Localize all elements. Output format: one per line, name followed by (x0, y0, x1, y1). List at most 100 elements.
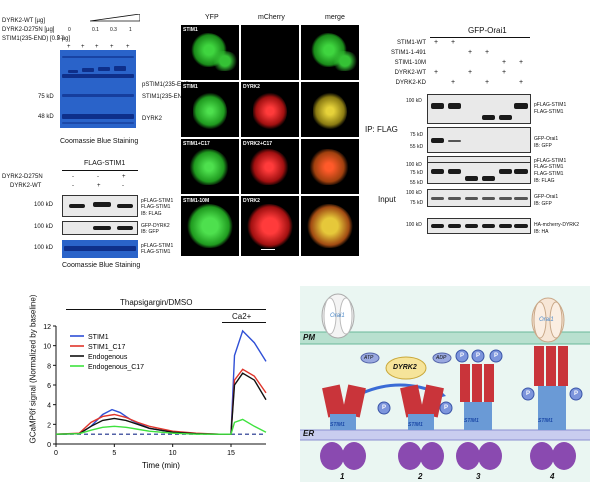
y-tick-label: 0 (47, 442, 51, 449)
condition-sign: + (450, 39, 456, 46)
p-label: P (444, 405, 449, 411)
blot-ip-gfp (427, 127, 531, 153)
panel-b-header: FLAG-STIM1 (84, 160, 126, 167)
ca-rule (222, 322, 266, 323)
blot-label: FLAG-STIM1 (534, 109, 564, 115)
label-wt: DYRK2-WT (10, 183, 42, 189)
condition-label: DYRK2-KD (395, 80, 426, 86)
p-label: P (382, 405, 387, 411)
micro-yfp-stim1-dyrk: STIM1 (181, 82, 239, 137)
stim1-label: STIM1 (330, 422, 345, 428)
blot-input-gfp (427, 189, 531, 207)
coomassie-gel-a (60, 50, 136, 128)
condition-sign: + (484, 49, 490, 56)
blot-label: GFP-DYRK2 (141, 223, 170, 229)
plus-sign: + (95, 44, 99, 50)
orai1-channel-icon (321, 293, 355, 339)
micro-label: STIM1 (183, 84, 198, 90)
condition-sign: + (467, 69, 473, 76)
col-header-mcherry: mCherry (258, 14, 285, 21)
plus-sign: + (110, 44, 114, 50)
panel-d-header: GFP-Orai1 (468, 26, 507, 35)
d275n-value: 0.3 (57, 35, 64, 41)
blot-label: FLAG-STIM1 (141, 204, 171, 210)
plus-sign: + (67, 44, 71, 50)
marker-48kd: 48 kD (38, 114, 54, 120)
pm-label: PM (303, 333, 315, 342)
stim1-label: STIM1 (538, 418, 553, 424)
panel-d-condition-grid: STIM1-WT + + STIM1-1-491 + + STIM1-10M + + DYRK2-… (360, 39, 540, 100)
caption-coomassie-a: Coomassie Blue Staining (60, 138, 139, 145)
col-header-merge: merge (325, 14, 345, 21)
micro-merge-1 (301, 25, 359, 80)
gcamp-line-chart: 0 2 4 6 8 10 12 0 5 10 15 Time (min) STIM1 STIM1_C17 E… (43, 324, 267, 470)
blot-label: IB: GFP (534, 143, 552, 149)
marker-75kd: 75 kD (38, 94, 54, 100)
gradient-triangle-icon (90, 14, 140, 22)
step-number: 4 (550, 472, 555, 481)
marker: 100 kD (406, 222, 422, 228)
condition-label: STIM1-1-491 (390, 50, 426, 56)
step-number: 1 (340, 472, 345, 481)
micro-merge-4 (301, 196, 359, 256)
blot-label: IB: FLAG (141, 211, 162, 217)
series-line-endogenous-c17 (55, 418, 267, 435)
condition-sign: + (501, 69, 507, 76)
sign: - (72, 183, 74, 189)
condition-sign: + (518, 79, 524, 86)
treatment-label: Thapsigargin/DMSO (120, 298, 193, 307)
legend-label: STIM1_C17 (88, 344, 125, 351)
y-tick-label: 8 (47, 363, 51, 370)
wt-value-1: 0.1 (92, 27, 99, 33)
panel-a: DYRK2-WT [µg] DYRK2-D275N [µg] STIM1(235… (2, 14, 152, 154)
label-d275n: DYRK2-D275N (2, 174, 43, 180)
ca-label: Ca2+ (232, 312, 252, 321)
p-label: P (574, 391, 579, 397)
orai1-label: Orai1 (330, 313, 345, 319)
condition-label: DYRK2-WT (394, 70, 426, 76)
label-stim1-235: STIM1(235-END) [0.3 µg] (2, 36, 71, 42)
marker-100kd: 100 kD (34, 224, 54, 230)
blot-label: IB: GFP (534, 201, 552, 207)
blot-label: IB: HA (534, 229, 549, 235)
marker-100kd: 100 kD (34, 245, 54, 251)
blot-label: HA-mcherry-DYRK2 (534, 222, 580, 228)
blot-label: FLAG-STIM1 (534, 171, 564, 177)
micro-mcherry-c17: DYRK2+C17 (241, 139, 299, 194)
atp-label: ATP (364, 355, 374, 361)
step-number: 3 (476, 472, 481, 481)
blot-label: IB: FLAG (534, 178, 555, 184)
micro-label: DYRK2 (243, 198, 260, 204)
blot-input-ha (427, 218, 531, 234)
blot-label: FLAG-STIM1 (534, 164, 564, 170)
micro-label: STIM1+C17 (183, 141, 210, 147)
scale-bar (261, 249, 275, 250)
marker: 55 kD (410, 144, 424, 150)
legend-label: STIM1 (88, 334, 109, 341)
blot-ip-flag (427, 94, 531, 124)
marker: 75 kD (410, 170, 424, 176)
stim1-label: STIM1 (408, 422, 423, 428)
coomassie-gel-b (62, 240, 138, 258)
x-tick-label: 0 (54, 450, 58, 457)
blot-b-flag (62, 195, 138, 217)
legend-label: Endogenous (88, 354, 128, 361)
p-label: P (460, 353, 465, 359)
marker: 100 kD (406, 98, 422, 104)
condition-sign: + (433, 39, 439, 46)
micro-yfp-c17: STIM1+C17 (181, 139, 239, 194)
plus-sign: + (126, 44, 130, 50)
micro-mcherry-dyrk2-b: DYRK2 (241, 196, 299, 256)
micro-mcherry-empty (241, 25, 299, 80)
marker: 75 kD (410, 132, 424, 138)
band-label-pstim1: pSTIM1(235-END) (142, 82, 192, 88)
dyrk2-label: DYRK2 (393, 364, 417, 371)
blot-label: pFLAG-STIM1 (534, 102, 567, 108)
x-tick-label: 15 (227, 450, 235, 457)
blot-b-gfp (62, 221, 138, 235)
stim1-dyrk2-schematic (300, 286, 590, 482)
x-axis-label: Time (min) (142, 461, 180, 470)
p-label: P (476, 353, 481, 359)
condition-sign: + (484, 79, 490, 86)
micro-mcherry-dyrk2: DYRK2 (241, 82, 299, 137)
